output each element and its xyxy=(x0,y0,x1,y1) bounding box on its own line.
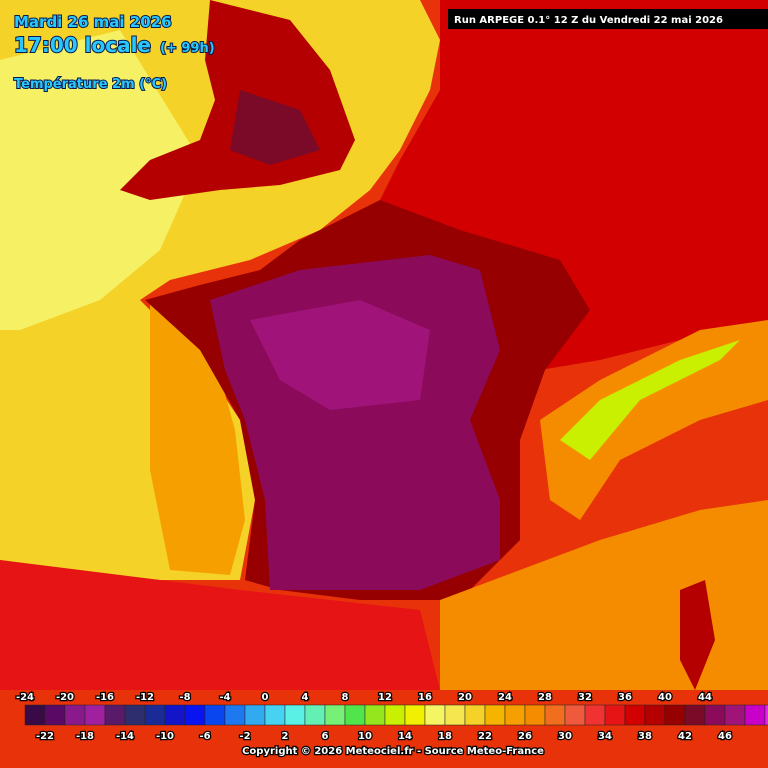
land-spain xyxy=(0,560,440,690)
legend-swatch xyxy=(424,704,446,726)
legend-label: -12 xyxy=(136,692,154,703)
legend-label: -18 xyxy=(76,731,94,742)
legend-swatch xyxy=(124,704,146,726)
legend-label: -16 xyxy=(96,692,114,703)
alps xyxy=(540,320,768,520)
legend-label: -10 xyxy=(156,731,174,742)
legend-label: 26 xyxy=(518,731,532,742)
land-uk-warm xyxy=(230,90,320,165)
legend-label: -6 xyxy=(199,731,210,742)
legend-swatch xyxy=(244,704,266,726)
copyright: Copyright © 2026 Meteociel.fr - Source M… xyxy=(242,746,544,757)
legend-swatch xyxy=(644,704,666,726)
legend-label: 44 xyxy=(698,692,712,703)
legend-label: 30 xyxy=(558,731,572,742)
legend-label: 16 xyxy=(418,692,432,703)
legend-swatch xyxy=(484,704,506,726)
legend-label: 22 xyxy=(478,731,492,742)
legend-label: 32 xyxy=(578,692,592,703)
legend-swatch xyxy=(304,704,326,726)
legend-swatch xyxy=(164,704,186,726)
legend-label: -24 xyxy=(16,692,34,703)
legend-label: -20 xyxy=(56,692,74,703)
land-france-hottest xyxy=(250,300,430,410)
legend-swatch xyxy=(604,704,626,726)
run-box xyxy=(448,9,768,29)
legend-swatch xyxy=(744,704,766,726)
legend-swatch xyxy=(684,704,706,726)
legend-label: -8 xyxy=(179,692,190,703)
alps-cold xyxy=(560,340,740,460)
legend-swatch xyxy=(584,704,606,726)
legend-label: 14 xyxy=(398,731,412,742)
legend-label: 36 xyxy=(618,692,632,703)
legend-swatch xyxy=(264,704,286,726)
legend-swatch xyxy=(624,704,646,726)
legend-swatch xyxy=(24,704,46,726)
legend-swatch xyxy=(704,704,726,726)
legend-swatch xyxy=(324,704,346,726)
legend-label: 6 xyxy=(322,731,329,742)
legend-swatch xyxy=(504,704,526,726)
legend-label: 40 xyxy=(658,692,672,703)
legend-swatch xyxy=(84,704,106,726)
legend-label: 38 xyxy=(638,731,652,742)
legend-swatch xyxy=(464,704,486,726)
map-field: Température 2m (°C) xyxy=(14,77,167,92)
legend-swatch xyxy=(284,704,306,726)
legend-swatch xyxy=(224,704,246,726)
legend-swatch xyxy=(364,704,386,726)
legend-swatch xyxy=(344,704,366,726)
legend-label: -4 xyxy=(219,692,230,703)
legend-swatch xyxy=(104,704,126,726)
legend-label: 24 xyxy=(498,692,512,703)
ocean-cool xyxy=(0,30,200,330)
legend-swatch xyxy=(184,704,206,726)
legend-swatch xyxy=(544,704,566,726)
legend-swatch xyxy=(44,704,66,726)
ocean-warm xyxy=(150,300,245,575)
map-time: 17:00 locale xyxy=(14,33,151,57)
legend-label: 2 xyxy=(282,731,289,742)
map-date: Mardi 26 mai 2026 xyxy=(14,13,172,31)
legend-swatch xyxy=(764,704,768,726)
legend-swatch xyxy=(444,704,466,726)
legend-label: 34 xyxy=(598,731,612,742)
legend-label: 18 xyxy=(438,731,452,742)
legend-swatch xyxy=(564,704,586,726)
legend: -24 -20 -16 -12 -8 -4 0 4 8 12 16 20 24 28 32 36 40 44-22… xyxy=(15,691,768,743)
legend-swatch xyxy=(724,704,746,726)
legend-label: 8 xyxy=(342,692,349,703)
legend-swatch xyxy=(404,704,426,726)
legend-swatch xyxy=(64,704,86,726)
legend-label: -22 xyxy=(36,731,54,742)
legend-swatch xyxy=(384,704,406,726)
legend-label: 4 xyxy=(302,692,309,703)
legend-swatch xyxy=(204,704,226,726)
legend-swatch xyxy=(664,704,686,726)
map-lead: (+ 99h) xyxy=(160,41,215,56)
legend-swatch xyxy=(144,704,166,726)
legend-label: 20 xyxy=(458,692,472,703)
legend-label: 0 xyxy=(262,692,269,703)
legend-label: 46 xyxy=(718,731,732,742)
land-corsica xyxy=(680,580,715,690)
legend-label: 42 xyxy=(678,731,692,742)
legend-label: 28 xyxy=(538,692,552,703)
legend-label: 10 xyxy=(358,731,372,742)
legend-label: 12 xyxy=(378,692,392,703)
legend-label: -14 xyxy=(116,731,134,742)
run-info: Run ARPEGE 0.1° 12 Z du Vendredi 22 mai … xyxy=(454,15,723,26)
legend-label: -2 xyxy=(239,731,250,742)
legend-swatch xyxy=(524,704,546,726)
